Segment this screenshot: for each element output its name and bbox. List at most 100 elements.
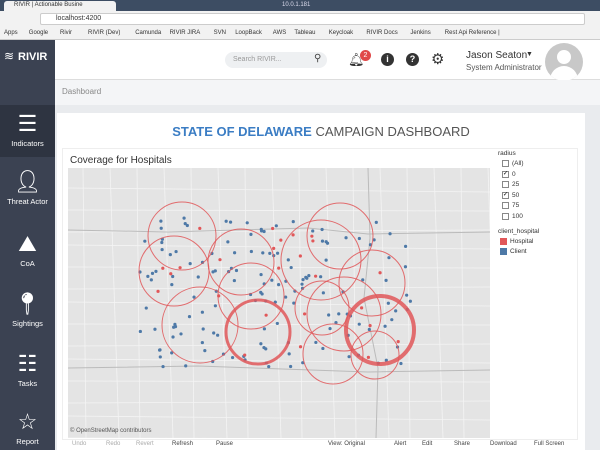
coverage-circle — [294, 280, 350, 336]
bookmark[interactable]: RIVIR JIRA — [169, 30, 201, 36]
toolbar-button[interactable]: View: Original — [328, 441, 365, 447]
nav-icon[interactable]: ⛰ — [18, 231, 37, 256]
nav-icon[interactable]: 📍︎ — [13, 291, 42, 316]
toolbar-button[interactable]: Refresh — [172, 441, 194, 447]
search-icon[interactable]: ⚲ — [314, 53, 322, 64]
client-dot — [383, 324, 387, 328]
hospital-dot — [178, 266, 182, 270]
nav-label[interactable]: Indicators — [11, 139, 44, 148]
client-dot — [337, 312, 341, 316]
county-line — [68, 244, 490, 250]
map[interactable] — [68, 168, 490, 438]
checkbox[interactable] — [502, 212, 509, 220]
bookmark[interactable]: Camunda — [135, 30, 162, 36]
filter-option[interactable]: 100 — [512, 212, 523, 220]
toolbar-button[interactable]: Alert — [394, 441, 407, 447]
client-dot — [311, 229, 315, 233]
toolbar-button[interactable]: Edit — [422, 441, 433, 447]
toolbar-button[interactable]: Revert — [136, 441, 154, 447]
hospital-dot — [314, 274, 318, 278]
client-dot — [267, 364, 271, 369]
bookmark[interactable]: AWS — [272, 30, 287, 36]
coverage-circle — [161, 286, 239, 364]
notification-badge[interactable]: 2 — [360, 50, 371, 61]
tab-bar — [0, 0, 600, 11]
bookmark[interactable]: LoopBack — [235, 30, 262, 36]
avatar[interactable] — [545, 43, 583, 81]
filter-option[interactable]: 25 — [512, 181, 520, 188]
county-line — [68, 323, 490, 326]
search-placeholder[interactable]: Search RIVIR... — [233, 56, 282, 63]
bookmark[interactable]: Rest Api Reference | — [444, 30, 500, 36]
client-dot — [230, 355, 235, 360]
bookmark[interactable]: Tableau — [294, 30, 316, 36]
filter-option[interactable]: 50 — [512, 191, 520, 199]
bookmark[interactable]: Apps — [4, 30, 18, 36]
url[interactable]: localhost:4200 — [56, 15, 102, 22]
checkbox[interactable]: ✓ — [502, 191, 509, 199]
nav-icon[interactable]: ☆ — [17, 409, 38, 434]
info-icon[interactable]: i — [381, 53, 394, 66]
tab-title[interactable]: RIVIR | Actionable Busine — [14, 2, 83, 8]
state-border — [68, 365, 490, 373]
checkbox[interactable] — [502, 160, 509, 167]
toolbar-button[interactable]: Pause — [216, 441, 234, 447]
checkbox[interactable] — [502, 202, 509, 209]
toolbar-button[interactable]: Download — [490, 441, 517, 447]
user-name[interactable]: Jason Seaton — [466, 50, 528, 61]
nav-label[interactable]: Tasks — [17, 379, 38, 388]
client-dot — [232, 278, 236, 283]
client-dot — [347, 355, 351, 359]
nav-label[interactable]: Report — [16, 437, 39, 446]
settings-icon[interactable]: ⚙ — [431, 51, 445, 68]
user-role: System Administrator — [466, 63, 542, 72]
nav-icon[interactable]: 👤︎ — [13, 169, 42, 194]
client-dot — [196, 275, 200, 279]
client-dot — [286, 258, 290, 262]
nav-icon[interactable]: ☰ — [17, 111, 38, 136]
toolbar-button[interactable]: Full Screen — [534, 441, 565, 447]
checkbox[interactable]: ✓ — [502, 170, 509, 178]
client-dot — [277, 283, 281, 287]
search-box[interactable] — [225, 52, 327, 68]
bookmark[interactable]: Keycloak — [328, 30, 354, 36]
client-dot — [328, 326, 332, 331]
bookmark[interactable]: RIVIR Docs — [366, 30, 398, 36]
bookmark[interactable]: Google — [28, 30, 49, 36]
client-dot — [159, 226, 163, 230]
client-dot — [160, 247, 164, 252]
toolbar-button[interactable]: Undo — [72, 441, 87, 447]
bookmark[interactable]: Jenkins — [410, 30, 431, 36]
client-dot — [179, 332, 183, 336]
breadcrumb[interactable]: Dashboard — [62, 87, 102, 96]
client-dot — [394, 309, 398, 313]
coverage-circle — [350, 330, 400, 380]
bookmark[interactable]: RIVIR (Dev) — [88, 30, 121, 36]
client-dot — [259, 290, 263, 294]
tab[interactable] — [4, 1, 116, 11]
nav-icon[interactable]: ☷ — [17, 351, 38, 376]
map-credit: © OpenStreetMap contributors — [70, 428, 152, 434]
checkbox[interactable] — [502, 181, 509, 188]
filter-option[interactable]: (All) — [512, 160, 524, 167]
logo[interactable]: RIVIR — [18, 51, 48, 63]
client-dot — [138, 329, 142, 334]
filter-option[interactable]: 0 — [512, 170, 516, 178]
client-dot — [192, 295, 196, 299]
nav-label[interactable]: Sightings — [12, 319, 43, 328]
toolbar-button[interactable]: Share — [454, 441, 471, 447]
filter-option[interactable]: 75 — [512, 202, 520, 209]
nav-label[interactable]: CoA — [20, 259, 35, 268]
legend-label: Hospital — [510, 238, 534, 245]
help-icon[interactable]: ? — [406, 53, 419, 66]
client-dot — [159, 219, 163, 223]
nav-label[interactable]: Threat Actor — [7, 197, 48, 206]
url-box[interactable] — [40, 13, 585, 25]
toolbar-button[interactable]: Redo — [106, 441, 121, 447]
client-dot — [388, 232, 392, 236]
county-line — [68, 343, 490, 347]
bookmark[interactable]: SVN — [213, 30, 226, 36]
bookmark[interactable]: Rivir — [60, 30, 72, 36]
user-menu-caret[interactable]: ▼ — [526, 51, 533, 58]
